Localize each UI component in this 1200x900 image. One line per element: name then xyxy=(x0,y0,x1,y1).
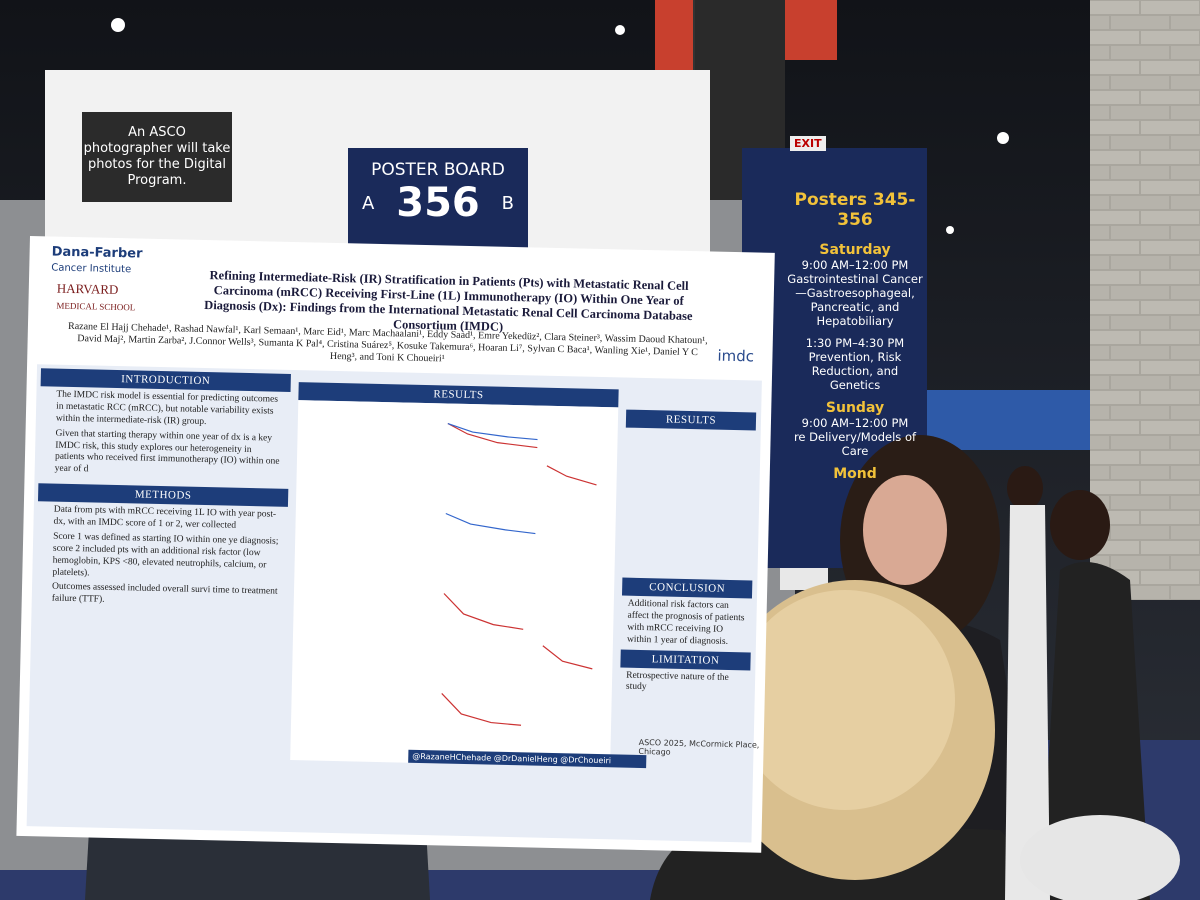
board-side: B xyxy=(501,192,514,214)
board-number: 356 xyxy=(396,180,480,226)
intro-column: INTRODUCTION The IMDC risk model is esse… xyxy=(36,368,291,614)
logo-harvard: HARVARD MEDICAL SCHOOL xyxy=(56,281,136,315)
logo-dana-farber: Dana-Farber Cancer Institute xyxy=(51,244,142,276)
brick-wall xyxy=(1090,0,1200,600)
poster-venue: ASCO 2025, McCormick Place, Chicago xyxy=(638,737,760,757)
section-header: CONCLUSION xyxy=(621,577,753,599)
session-topic: Gastrointestinal Cancer—Gastroesophageal… xyxy=(787,272,923,328)
session-day: Sunday xyxy=(825,400,885,416)
bystanders xyxy=(1005,466,1180,900)
banner xyxy=(655,0,693,70)
session-day: Mond xyxy=(833,466,877,482)
session-title: Posters 345-356 xyxy=(794,190,916,230)
sign-text: An ASCO photographer will take photos fo… xyxy=(83,124,231,189)
limitation-text: Retrospective nature of the study xyxy=(625,670,729,693)
logo-imdc: imdc xyxy=(717,346,755,366)
bullet: The IMDC risk model is essential for pre… xyxy=(55,389,279,427)
board-side: A xyxy=(362,192,375,214)
session-time: 9:00 AM–12:00 PM xyxy=(801,416,909,430)
bullet: Data from pts with mRCC receiving 1L IO … xyxy=(53,504,277,531)
session-day: Saturday xyxy=(819,242,891,258)
session-topic: re Delivery/Models of Care xyxy=(793,430,917,458)
session-entries: Saturday 9:00 AM–12:00 PM Gastrointestinal… xyxy=(785,242,925,482)
photographer-sign: An ASCO photographer will take photos fo… xyxy=(82,112,232,202)
results-2-column: RESULTS CONCLUSION Additional risk facto… xyxy=(620,409,757,700)
bullet: Given that starting therapy within one y… xyxy=(54,428,280,475)
logo-text: Dana-Farber xyxy=(51,244,143,262)
exit-sign: EXIT xyxy=(790,136,826,151)
booth xyxy=(925,390,1090,450)
bullet: Score 1 was defined as starting IO withi… xyxy=(52,531,279,578)
session-time: 9:00 AM–12:00 PM xyxy=(801,258,909,272)
logo-subtext: MEDICAL SCHOOL xyxy=(56,300,136,313)
scientific-poster: Dana-Farber Cancer Institute HARVARD MEDIC… xyxy=(16,236,775,853)
banner xyxy=(785,0,837,60)
km-curves xyxy=(290,400,619,768)
section-header: LIMITATION xyxy=(620,649,751,670)
board-label: POSTER BOARD xyxy=(371,160,505,180)
bullet: Outcomes assessed included overall survi… xyxy=(51,581,278,606)
logo-subtext: Cancer Institute xyxy=(51,262,132,276)
logo-text: HARVARD xyxy=(56,280,119,298)
session-topic: Prevention, Risk Reduction, and Genetics xyxy=(808,350,902,392)
session-sign: Posters 345-356 Saturday 9:00 AM–12:00 PM… xyxy=(785,190,925,482)
section-header: METHODS xyxy=(37,483,289,508)
conclusion-text: Additional risk factors can affect the p… xyxy=(626,598,745,647)
session-time: 1:30 PM–4:30 PM xyxy=(805,336,905,350)
results-column: RESULTS xyxy=(290,382,619,771)
